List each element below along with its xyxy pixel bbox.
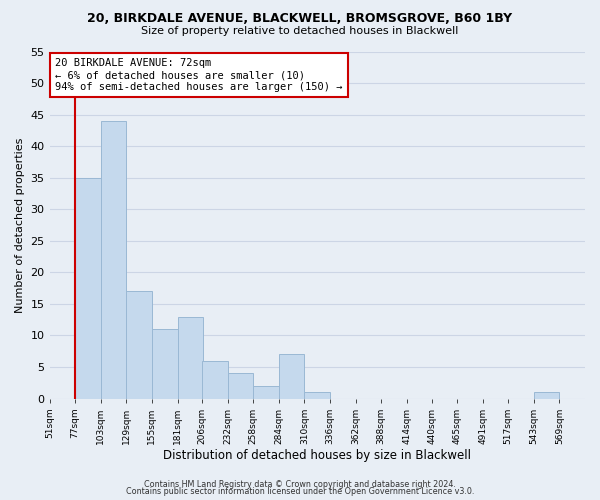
Bar xyxy=(101,121,127,398)
Text: 20 BIRKDALE AVENUE: 72sqm
← 6% of detached houses are smaller (10)
94% of semi-d: 20 BIRKDALE AVENUE: 72sqm ← 6% of detach… xyxy=(55,58,343,92)
Text: 20, BIRKDALE AVENUE, BLACKWELL, BROMSGROVE, B60 1BY: 20, BIRKDALE AVENUE, BLACKWELL, BROMSGRO… xyxy=(88,12,512,26)
Bar xyxy=(304,392,330,398)
Text: Contains HM Land Registry data © Crown copyright and database right 2024.: Contains HM Land Registry data © Crown c… xyxy=(144,480,456,489)
Text: Contains public sector information licensed under the Open Government Licence v3: Contains public sector information licen… xyxy=(126,488,474,496)
Bar xyxy=(202,360,227,399)
Bar xyxy=(75,178,101,398)
Bar xyxy=(178,316,203,398)
Bar xyxy=(152,329,178,398)
X-axis label: Distribution of detached houses by size in Blackwell: Distribution of detached houses by size … xyxy=(163,450,471,462)
Text: Size of property relative to detached houses in Blackwell: Size of property relative to detached ho… xyxy=(142,26,458,36)
Bar xyxy=(227,374,253,398)
Y-axis label: Number of detached properties: Number of detached properties xyxy=(15,138,25,312)
Bar xyxy=(127,292,152,399)
Bar xyxy=(279,354,304,399)
Bar xyxy=(534,392,559,398)
Bar xyxy=(253,386,279,398)
